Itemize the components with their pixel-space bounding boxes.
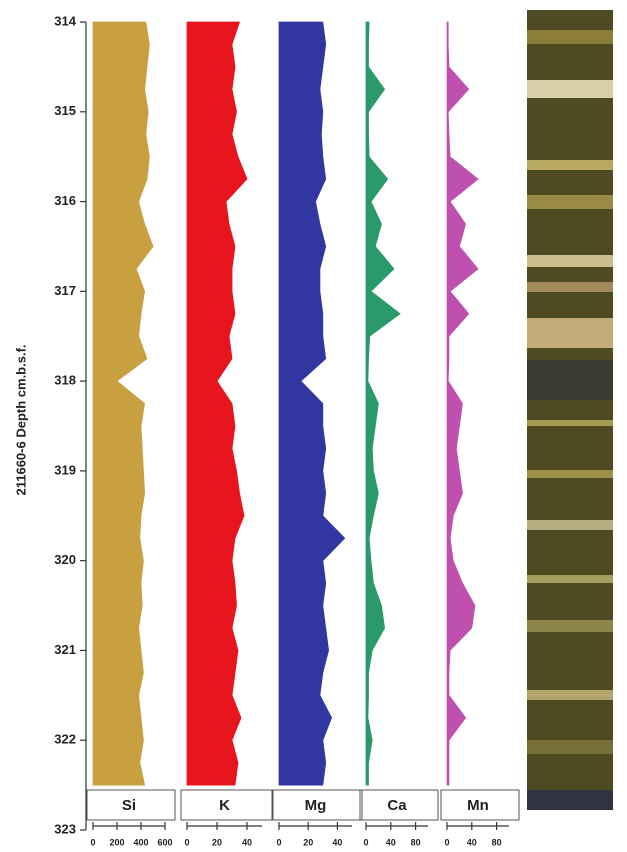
x-tick-label: 200 (109, 837, 124, 847)
x-tick-label: 0 (90, 837, 95, 847)
legend-label: Si (122, 797, 136, 814)
x-tick-label: 20 (303, 837, 313, 847)
y-tick-label: 317 (54, 283, 76, 298)
y-tick-label: 318 (54, 373, 76, 388)
y-tick-label: 319 (54, 462, 76, 477)
y-tick-label: 315 (54, 103, 76, 118)
x-tick-label: 0 (276, 837, 281, 847)
x-tick-label: 40 (386, 837, 396, 847)
x-tick-label: 80 (411, 837, 421, 847)
y-tick-label: 321 (54, 642, 76, 657)
y-tick-label: 314 (54, 13, 76, 28)
x-tick-label: 80 (492, 837, 502, 847)
x-tick-label: 400 (133, 837, 148, 847)
area (187, 22, 247, 785)
x-tick-label: 0 (363, 837, 368, 847)
legend-label: K (219, 797, 230, 814)
y-tick-label: 320 (54, 552, 76, 567)
x-tick-label: 0 (444, 837, 449, 847)
area (279, 22, 345, 785)
y-axis-label: 211660-6 Depth cm.b.s.f. (13, 344, 28, 495)
core-photo (527, 10, 613, 810)
area (366, 22, 400, 785)
y-tick-label: 316 (54, 193, 76, 208)
area (447, 22, 478, 785)
legend-label: Ca (387, 797, 407, 814)
legend-label: Mg (305, 797, 327, 814)
x-tick-label: 0 (184, 837, 189, 847)
x-tick-label: 40 (332, 837, 342, 847)
area (93, 22, 153, 785)
x-tick-label: 40 (467, 837, 477, 847)
x-tick-label: 40 (242, 837, 252, 847)
y-tick-label: 323 (54, 821, 76, 836)
x-tick-label: 20 (212, 837, 222, 847)
legend-label: Mn (467, 797, 489, 814)
chart: 211660-6 Depth cm.b.s.f. 314 315 316 317 318… (0, 0, 627, 852)
x-tick-label: 600 (157, 837, 172, 847)
y-tick-label: 322 (54, 732, 76, 747)
